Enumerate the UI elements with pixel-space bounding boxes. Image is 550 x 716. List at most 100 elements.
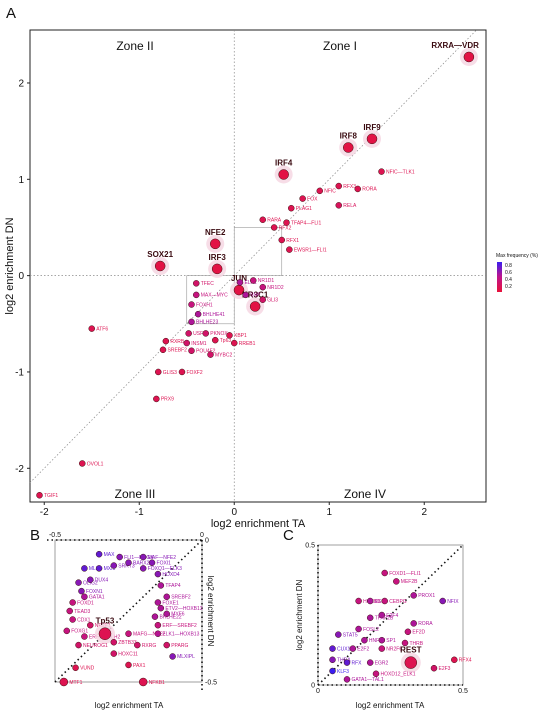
- point-marker: [151, 613, 159, 620]
- point-tp63: Tp63: [212, 336, 232, 344]
- point-marker: [259, 216, 266, 224]
- point-marker: [404, 628, 412, 636]
- point-marker: [236, 279, 244, 286]
- point-glis3: GLIS3: [155, 368, 177, 376]
- point-marker: [78, 587, 85, 595]
- panel-a-points: RXRA—VDR IRF9 IRF8 NFIC—TLK1 IRF4 RFX3 RORA NFI…: [36, 41, 479, 499]
- point-marker: [154, 630, 162, 637]
- panel-a-axis-ticks: -2 -1 0 1 2 2 1 0 -1 -2: [15, 78, 427, 518]
- panel-a-frame: [29, 29, 487, 503]
- point-bhlhe41: BHLHE41: [194, 310, 225, 318]
- panel-b-guides: [47, 539, 203, 690]
- point-marker: [36, 492, 43, 499]
- point-label: MAF—NFE2: [148, 555, 177, 561]
- point-label: STAT5: [343, 632, 358, 638]
- point-nfe2: NFE2: [205, 228, 226, 253]
- point-marker: [183, 339, 190, 347]
- panel-a-guides: [29, 29, 486, 502]
- point-label: Tp63: [220, 338, 232, 344]
- point-label: Tp53: [96, 617, 115, 626]
- point-label: MTF1: [69, 680, 82, 686]
- point-plag1: PLAG1: [288, 204, 312, 212]
- panel-a: A -2 -1 0 1 2 2 1 0 -1 -2 RXRA—VDR IRF9 IRF8 NFIC—TL…: [4, 5, 538, 530]
- point-marker: [81, 565, 88, 572]
- point-label: TEAD3: [74, 609, 90, 615]
- point-foxh1: FOXH1: [188, 301, 213, 308]
- point-thrb: THRB: [401, 639, 424, 647]
- point-label: NEUROG1: [83, 643, 108, 649]
- point-label: USF2: [193, 331, 206, 337]
- point-label: RXRG: [142, 643, 157, 649]
- point-label: SREBF2: [168, 348, 188, 354]
- point-fli1-drgx: FLI1—DRGX: [116, 553, 154, 561]
- point-label: NR3C1: [242, 290, 269, 299]
- point-label: OLIG2: [83, 580, 98, 586]
- point-rfx3: RFX3: [335, 182, 356, 190]
- point-label: RXRB: [170, 339, 185, 345]
- panel-letter-a: A: [6, 5, 16, 22]
- point-tgif1: TGIF1: [36, 492, 58, 499]
- point-label: ELK1—HOXB13: [162, 632, 199, 638]
- point-label: HOXD12_ELK1: [381, 672, 416, 678]
- point-marker: [329, 656, 336, 664]
- point-marker: [134, 641, 141, 649]
- point-prox1: PROX1: [410, 592, 435, 599]
- identity-diagonal: [29, 29, 477, 483]
- point-marker: [401, 639, 409, 647]
- point-marker: [211, 263, 223, 275]
- point-marker: [451, 656, 458, 664]
- point-elk1-hoxb13: ELK1—HOXB13: [154, 630, 200, 638]
- point-label: NFIC—TLK1: [386, 169, 415, 175]
- point-marker: [87, 576, 94, 584]
- point-marker: [335, 182, 342, 190]
- point-marker: [110, 650, 118, 657]
- y-tick-label: 0.5: [305, 543, 315, 550]
- point-marker: [110, 638, 118, 646]
- point-label: IRF4: [275, 158, 293, 167]
- zone-iv-label: Zone IV: [344, 487, 386, 501]
- point-marker: [335, 202, 342, 209]
- point-marker: [393, 578, 400, 585]
- panel-c-guides: [317, 544, 464, 686]
- point-barx2: BARX2: [125, 559, 150, 567]
- point-label: RFX3: [343, 184, 356, 190]
- point-tp53: Tp53: [94, 617, 115, 644]
- point-rxra-vdr: RXRA—VDR: [431, 41, 479, 66]
- point-label: VUND: [80, 666, 95, 672]
- point-cux1: CUX1: [329, 645, 351, 652]
- point-label: BHLHE23: [196, 320, 218, 326]
- point-irf8: IRF8: [339, 132, 357, 157]
- point-marker: [59, 677, 69, 687]
- point-marker: [381, 597, 388, 605]
- point-marker: [139, 553, 147, 561]
- point-label: ATF6: [96, 326, 108, 332]
- point-rreb1: RREB1: [231, 339, 256, 347]
- point-sp1: SP1: [378, 636, 396, 644]
- point-foxd1: FOXD1: [69, 599, 94, 606]
- point-label: EGR2: [375, 660, 389, 666]
- x-tick-label: -0.5: [49, 532, 61, 539]
- point-marker: [231, 339, 238, 347]
- x-tick-label: 1: [326, 507, 332, 518]
- point-gata1: GATA1: [81, 593, 105, 601]
- point-nr1d1: NR1D1: [250, 277, 274, 284]
- x-tick-label: 0: [200, 532, 204, 539]
- point-marker: [193, 291, 200, 299]
- point-marker: [378, 645, 386, 652]
- point-label: MYBC2: [215, 352, 232, 358]
- point-ef2d: EF2D: [404, 628, 426, 636]
- point-pknox: PKNOX: [202, 330, 228, 337]
- point-marker: [79, 460, 86, 467]
- point-label: ESR1: [375, 599, 388, 605]
- point-max: MAX: [95, 550, 115, 558]
- point-label: HNF1B: [369, 638, 386, 644]
- point-mtf1: MTF1: [59, 677, 83, 687]
- point-nfic-tlk1: NFIC—TLK1: [378, 168, 415, 175]
- x-tick-label: 0: [316, 688, 320, 695]
- point-marker: [355, 597, 362, 605]
- point-marker: [66, 607, 73, 615]
- point-etv2-hoxb13: ETV2—HOXB13: [157, 604, 203, 612]
- point-label: SOX21: [147, 250, 173, 259]
